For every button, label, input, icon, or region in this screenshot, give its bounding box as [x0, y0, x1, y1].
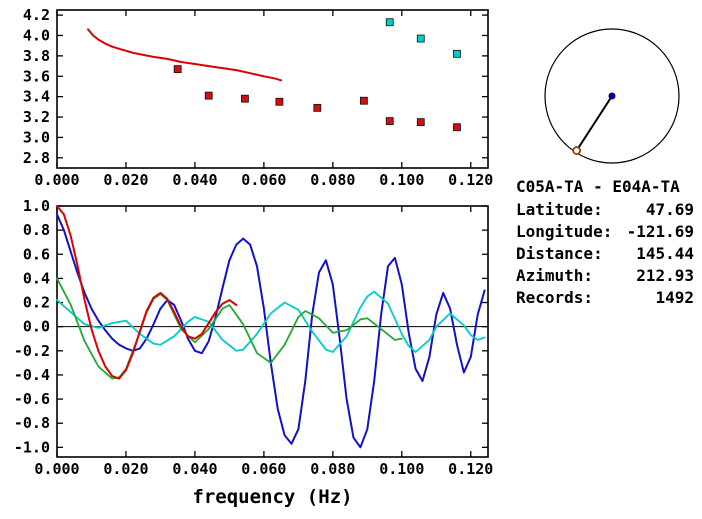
svg-text:0.100: 0.100 [379, 460, 424, 478]
info-row-azimuth: Azimuth: 212.93 [516, 265, 694, 287]
latitude-value: 47.69 [645, 200, 694, 219]
svg-text:-0.6: -0.6 [14, 390, 50, 408]
svg-text:0.4: 0.4 [23, 269, 50, 287]
dispersion-chart: 0.000 0.020 0.040 0.060 0.080 0.100 0.120 2.8 3.… [23, 6, 493, 189]
svg-text:0.080: 0.080 [310, 171, 355, 189]
svg-text:0.040: 0.040 [172, 171, 217, 189]
svg-text:0.060: 0.060 [241, 460, 286, 478]
latitude-label: Latitude: [516, 200, 603, 219]
records-label: Records: [516, 288, 594, 307]
records-value: 1492 [655, 288, 694, 307]
svg-text:0.000: 0.000 [34, 460, 79, 478]
azimuth-value: 212.93 [636, 266, 694, 285]
svg-text:4.0: 4.0 [23, 26, 50, 44]
longitude-value: -121.69 [626, 222, 694, 241]
svg-text:0.020: 0.020 [103, 171, 148, 189]
info-row-distance: Distance: 145.44 [516, 243, 694, 265]
svg-text:0.080: 0.080 [310, 460, 355, 478]
distance-label: Distance: [516, 244, 603, 263]
info-row-longitude: Longitude: -121.69 [516, 221, 694, 243]
svg-text:2.8: 2.8 [23, 149, 50, 167]
svg-text:0.8: 0.8 [23, 221, 50, 239]
svg-text:1.0: 1.0 [23, 198, 50, 215]
svg-text:0.6: 0.6 [23, 245, 50, 263]
distance-value: 145.44 [636, 244, 694, 263]
svg-text:0.120: 0.120 [448, 460, 493, 478]
svg-text:3.6: 3.6 [23, 67, 50, 85]
svg-text:0.020: 0.020 [103, 460, 148, 478]
svg-text:-1.0: -1.0 [14, 438, 50, 456]
svg-text:-0.8: -0.8 [14, 414, 50, 432]
azimuth-label: Azimuth: [516, 266, 594, 285]
svg-text:0.100: 0.100 [379, 171, 424, 189]
info-row-records: Records: 1492 [516, 287, 694, 309]
svg-text:0.120: 0.120 [448, 171, 493, 189]
svg-text:0.2: 0.2 [23, 294, 50, 312]
station-pair-title: C05A-TA - E04A-TA [516, 177, 680, 196]
svg-text:frequency (Hz): frequency (Hz) [192, 486, 352, 508]
svg-text:0.040: 0.040 [172, 460, 217, 478]
svg-text:3.0: 3.0 [23, 128, 50, 146]
svg-text:0.000: 0.000 [34, 171, 79, 189]
info-panel: C05A-TA - E04A-TA Latitude: 47.69 Longit… [516, 176, 694, 309]
svg-text:3.4: 3.4 [23, 88, 50, 106]
svg-text:-0.4: -0.4 [14, 366, 50, 384]
station-azimuth-diagram [544, 28, 680, 164]
svg-text:-0.2: -0.2 [14, 342, 50, 360]
longitude-label: Longitude: [516, 222, 613, 241]
info-row-latitude: Latitude: 47.69 [516, 199, 694, 221]
svg-text:0.0: 0.0 [23, 318, 50, 336]
svg-text:4.2: 4.2 [23, 6, 50, 24]
svg-text:3.8: 3.8 [23, 47, 50, 65]
svg-text:3.2: 3.2 [23, 108, 50, 126]
svg-text:0.060: 0.060 [241, 171, 286, 189]
correlation-waveform-chart: 0.000 0.020 0.040 0.060 0.080 0.100 0.120 1.0 0.… [14, 198, 493, 508]
